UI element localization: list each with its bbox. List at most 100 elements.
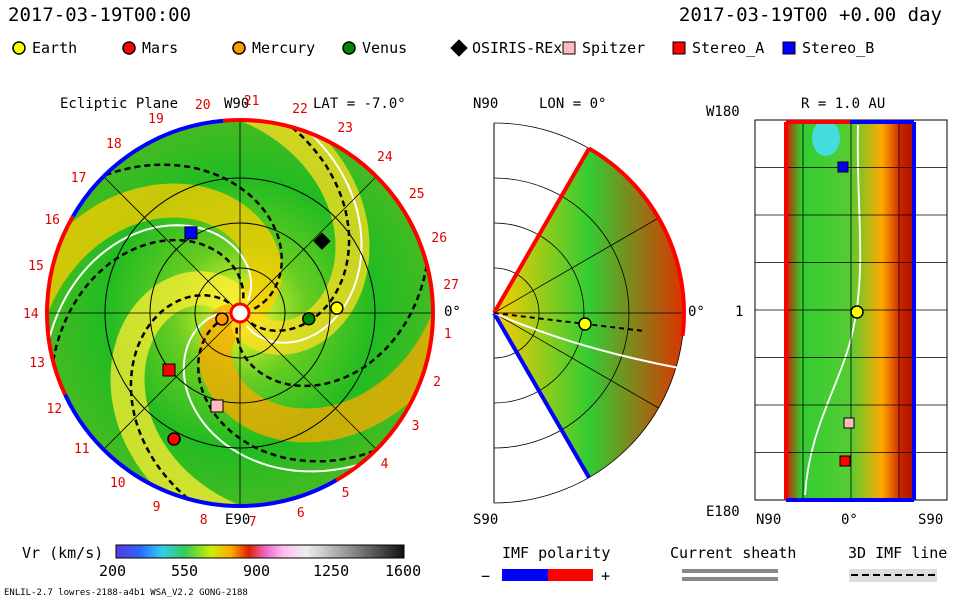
carrington-number-1: 1 <box>443 327 452 343</box>
imf-line-3 <box>129 294 237 506</box>
legend-marker-earth <box>12 41 26 55</box>
radial-slow-patch <box>812 122 840 156</box>
colorbar-tick-1600: 1600 <box>385 562 422 580</box>
carrington-number-12: 12 <box>46 401 63 417</box>
current-sheath-line-3 <box>246 120 363 344</box>
radial-bottom-0deg: 0° <box>841 512 858 528</box>
vr-band-2 <box>110 271 270 506</box>
meridional-edge-bottom <box>492 312 591 479</box>
meridional-right-label: 0° <box>688 304 705 320</box>
vr-band-1 <box>47 183 282 343</box>
legend-label-stereo-b: Stereo_B <box>802 39 875 57</box>
carrington-number-19: 19 <box>148 112 164 128</box>
carrington-number-13: 13 <box>29 356 45 372</box>
carrington-number-22: 22 <box>292 102 308 118</box>
ecliptic-body-earth <box>330 301 344 315</box>
colorbar-strip <box>115 544 405 559</box>
radial-body-spitzer <box>843 417 855 429</box>
ecliptic-plane-plot <box>45 118 435 508</box>
carrington-number-4: 4 <box>380 456 389 472</box>
legend-label-spitzer: Spitzer <box>582 39 646 57</box>
carrington-number-27: 27 <box>443 278 459 294</box>
carrington-number-2: 2 <box>433 374 441 390</box>
carrington-number-23: 23 <box>337 121 354 137</box>
current-sheath-title: Current sheath <box>670 544 797 562</box>
colorbar-tick-550: 550 <box>171 562 199 580</box>
carrington-number-25: 25 <box>408 187 425 202</box>
imf-polarity-negative <box>502 569 548 581</box>
colorbar-tick-900: 900 <box>243 562 271 580</box>
legend-marker-mars <box>122 41 136 55</box>
carrington-number-24: 24 <box>377 149 393 165</box>
legend-label-mercury: Mercury <box>252 39 316 57</box>
legend-marker-osiris-rex <box>450 39 468 57</box>
radial-r-label: R = 1.0 AU <box>801 96 886 112</box>
meridional-bottom-label: S90 <box>473 512 499 528</box>
imf-line-2 <box>49 238 245 418</box>
legend-markers <box>12 39 796 57</box>
imf-polarity-positive <box>548 569 593 581</box>
carrington-number-21: 21 <box>243 94 260 110</box>
vr-band-4 <box>210 120 370 355</box>
ecliptic-body-stereo-b <box>184 226 198 240</box>
carrington-number-14: 14 <box>23 307 39 323</box>
colorbar-tick-1250: 1250 <box>313 562 350 580</box>
carrington-number-26: 26 <box>431 230 448 246</box>
radial-bottom-s90: S90 <box>918 512 944 528</box>
imf-line-4 <box>196 316 425 463</box>
legend-label-osiris-rex: OSIRIS-REx <box>472 39 563 57</box>
imf-line-sample-bg <box>849 569 937 582</box>
carrington-number-17: 17 <box>70 171 87 187</box>
ecliptic-title: Ecliptic Plane <box>60 96 179 112</box>
radial-body-stereo-b <box>837 161 849 173</box>
radial-middle-label: 1 <box>735 304 744 320</box>
legend-marker-mercury <box>232 41 246 55</box>
colorbar-label: Vr (km/s) <box>22 544 104 562</box>
carrington-number-7: 7 <box>248 515 257 531</box>
polarity-arc-4 <box>63 393 338 508</box>
carrington-number-16: 16 <box>44 212 60 228</box>
ecliptic-lat-label: LAT = -7.0° <box>313 96 406 112</box>
carrington-number-10: 10 <box>109 475 126 491</box>
carrington-number-15: 15 <box>28 258 44 274</box>
ecliptic-body-venus <box>302 311 316 326</box>
footer-model-info: ENLIL-2.7 lowres-2188-a4b1 WSA_V2.2 GONG… <box>4 588 248 598</box>
grid-spoke-4 <box>103 176 241 314</box>
current-sheath-sample-2 <box>682 577 778 581</box>
ecliptic-body-mercury <box>215 312 229 326</box>
current-sheath-line-2 <box>182 311 404 473</box>
carrington-number-18: 18 <box>106 137 122 153</box>
polarity-arc-1 <box>223 118 435 482</box>
current-sheath-sample-1 <box>682 569 778 573</box>
carrington-number-8: 8 <box>199 513 208 529</box>
meridional-body-earth <box>578 317 592 331</box>
carrington-number-5: 5 <box>341 486 350 502</box>
carrington-number-9: 9 <box>152 499 161 515</box>
carrington-number-11: 11 <box>73 442 90 458</box>
bottom-legends <box>115 544 937 582</box>
imf-line-5 <box>235 208 431 388</box>
grid-spoke-8 <box>239 312 377 450</box>
imf-line-title: 3D IMF line <box>848 544 948 562</box>
legend-marker-stereo-a <box>672 41 686 55</box>
ecliptic-body-stereo-a <box>162 363 176 377</box>
meridional-top-label: N90 <box>473 96 499 112</box>
colorbar-tick-200: 200 <box>99 562 127 580</box>
carrington-number-6: 6 <box>296 506 305 522</box>
header-right-datetime: 2017-03-19T00 +0.00 day <box>678 4 942 26</box>
carrington-number-20: 20 <box>194 97 211 113</box>
imf-line-1 <box>55 163 284 310</box>
ecliptic-body-osiris-rex <box>313 232 331 250</box>
meridional-lon-label: LON = 0° <box>539 96 607 112</box>
radial-field <box>786 122 914 500</box>
ecliptic-spiral-structures <box>47 120 433 506</box>
radial-bottom-n90: N90 <box>756 512 782 528</box>
radial-bottom-left-label: E180 <box>706 504 740 520</box>
ecliptic-right-label: 0° <box>444 304 461 320</box>
ecliptic-body-mars <box>167 432 181 446</box>
meridional-spoke-3 <box>493 312 659 409</box>
polarity-arc-2 <box>71 118 224 218</box>
imf-polarity-plus: + <box>601 567 611 585</box>
